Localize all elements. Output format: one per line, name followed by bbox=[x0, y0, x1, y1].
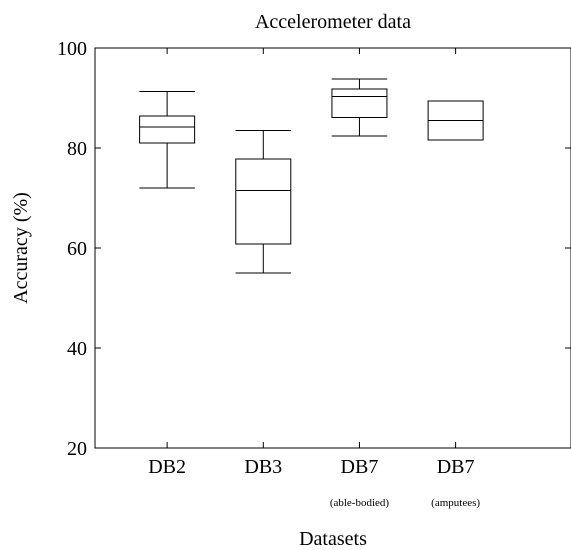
x-axis-label: Datasets bbox=[299, 528, 367, 550]
y-tick-label: 100 bbox=[57, 38, 87, 60]
x-category-sublabel: (amputees) bbox=[431, 497, 480, 509]
chart-title: Accelerometer data bbox=[255, 11, 411, 33]
box-1 bbox=[139, 91, 196, 189]
box-series bbox=[139, 78, 484, 274]
x-category-label: DB2 bbox=[148, 456, 186, 478]
y-axis-label: Accuracy (%) bbox=[10, 192, 32, 304]
x-category-label: DB7 bbox=[341, 456, 379, 478]
y-axis: 20 40 60 80 100 bbox=[57, 38, 571, 460]
x-category-label: DB7 bbox=[437, 456, 475, 478]
y-tick-label: 20 bbox=[67, 438, 87, 460]
y-tick-label: 40 bbox=[67, 338, 87, 360]
interquartile-box bbox=[331, 88, 388, 118]
box-2 bbox=[235, 130, 292, 274]
box-3 bbox=[331, 78, 388, 137]
interquartile-box bbox=[139, 115, 196, 144]
x-category-label: DB3 bbox=[244, 456, 282, 478]
y-tick-label: 60 bbox=[67, 238, 87, 260]
x-category-sublabel: (able-bodied) bbox=[330, 497, 390, 509]
box-4 bbox=[427, 100, 484, 141]
plot-area-frame bbox=[94, 47, 571, 449]
y-tick-label: 80 bbox=[67, 138, 87, 160]
interquartile-box bbox=[235, 158, 292, 245]
x-axis: DB2 DB3 DB7 (able-bodied) DB7 (amputees) bbox=[148, 48, 480, 509]
